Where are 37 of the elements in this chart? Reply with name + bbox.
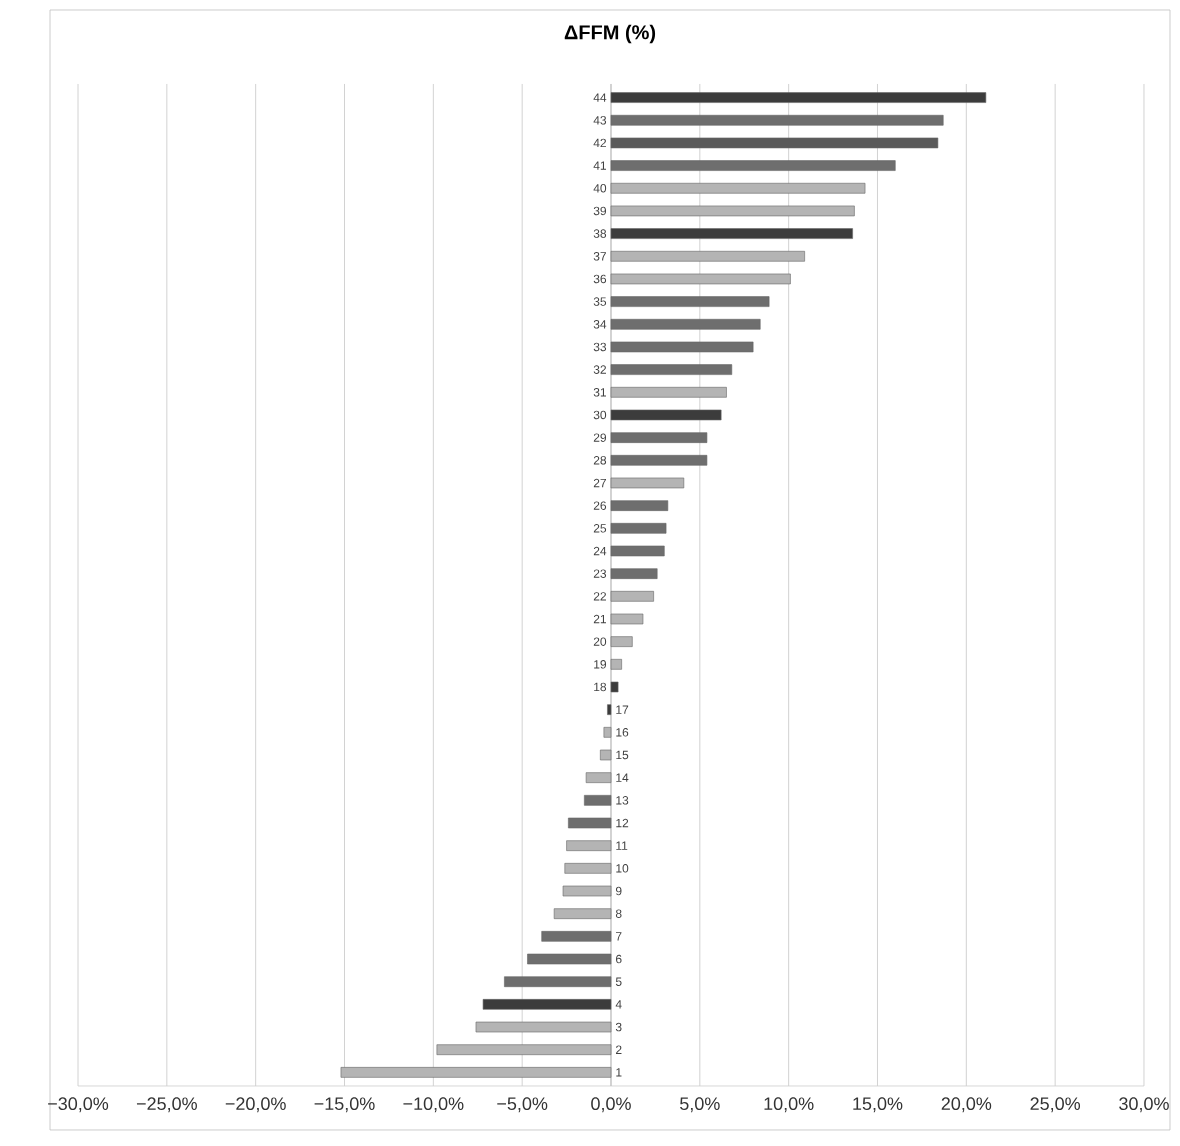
x-tick-label: −5,0% bbox=[497, 1097, 548, 1113]
x-tick-label: −20,0% bbox=[225, 1097, 286, 1113]
bar bbox=[610, 137, 939, 149]
x-tick-label: 25,0% bbox=[1030, 1097, 1081, 1113]
x-tick-label: 0,0% bbox=[591, 1097, 631, 1113]
x-tick-label: −10,0% bbox=[403, 1097, 464, 1113]
bar bbox=[610, 364, 733, 375]
x-tick-label: 5,0% bbox=[680, 1097, 720, 1113]
x-tick-label: 15,0% bbox=[853, 1097, 903, 1113]
chart-title: ΔFFM (%) bbox=[564, 24, 656, 44]
bar bbox=[610, 114, 944, 126]
bar bbox=[610, 568, 658, 579]
x-tick-label: −15,0% bbox=[314, 1097, 375, 1113]
x-tick-label: 10,0% bbox=[764, 1097, 814, 1113]
bar bbox=[610, 500, 669, 511]
bar bbox=[504, 976, 612, 987]
x-tick-label: −30,0% bbox=[48, 1097, 109, 1113]
bar bbox=[482, 999, 612, 1010]
bar bbox=[568, 817, 612, 829]
bar bbox=[610, 92, 987, 103]
bar bbox=[610, 160, 896, 171]
bar bbox=[610, 432, 708, 443]
bar bbox=[610, 296, 770, 307]
bar bbox=[541, 931, 612, 942]
bar bbox=[610, 318, 761, 330]
bar bbox=[610, 681, 619, 693]
bar bbox=[527, 953, 612, 965]
bar bbox=[610, 341, 754, 353]
x-tick-label: 30,0% bbox=[1119, 1097, 1169, 1113]
bar bbox=[584, 795, 612, 806]
bar bbox=[610, 455, 708, 466]
bar bbox=[610, 523, 667, 534]
x-tick-label: −25,0% bbox=[136, 1097, 197, 1113]
bar bbox=[610, 228, 853, 239]
bar bbox=[610, 545, 665, 557]
bar bbox=[610, 409, 722, 421]
x-tick-label: 20,0% bbox=[941, 1097, 992, 1113]
